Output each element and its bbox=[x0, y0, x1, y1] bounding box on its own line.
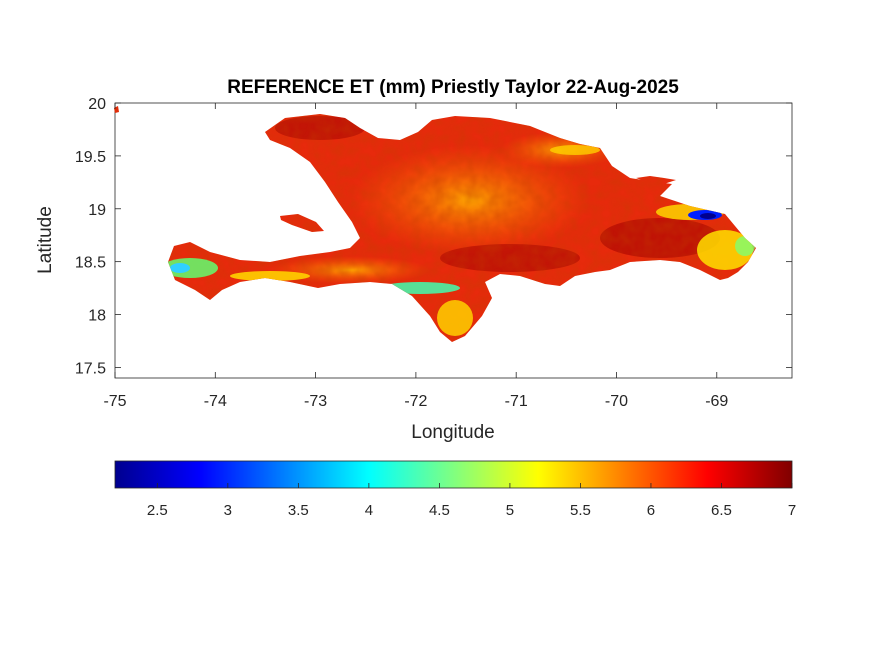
colorbar-tick-label: 7 bbox=[788, 502, 796, 519]
y-ticks: 17.5 18 18.5 19 19.5 20 bbox=[75, 96, 792, 377]
x-tick-label: -74 bbox=[204, 393, 227, 410]
x-tick-label: -72 bbox=[404, 393, 427, 410]
x-tick-label: -70 bbox=[605, 393, 628, 410]
x-tick-label: -69 bbox=[705, 393, 728, 410]
samana-dark-blue bbox=[700, 213, 716, 219]
chart-title: REFERENCE ET (mm) Priestly Taylor 22-Aug… bbox=[227, 77, 679, 98]
y-tick-label: 19 bbox=[88, 202, 106, 219]
x-ticks: -75 -74 -73 -72 -71 -70 -69 bbox=[103, 103, 728, 410]
y-axis-title: Latitude bbox=[35, 206, 56, 274]
colorbar-tick-label: 2.5 bbox=[147, 502, 168, 519]
sw-cyan-zone bbox=[170, 263, 190, 273]
colorbar-tick-label: 5.5 bbox=[570, 502, 591, 519]
colorbar-tick-label: 4 bbox=[365, 502, 373, 519]
colorbar-tick-label: 4.5 bbox=[429, 502, 450, 519]
x-tick-label: -71 bbox=[505, 393, 528, 410]
x-tick-label: -73 bbox=[304, 393, 327, 410]
colorbar-ticks: 2.5 3 3.5 4 4.5 5 5.5 6 6.5 7 bbox=[147, 483, 796, 519]
south-tip-yellow bbox=[437, 300, 473, 336]
y-tick-label: 20 bbox=[88, 96, 106, 113]
x-axis-title: Longitude bbox=[411, 422, 494, 443]
y-tick-label: 18.5 bbox=[75, 255, 106, 272]
colorbar-gradient bbox=[114, 460, 793, 489]
north-coast-yellow bbox=[550, 145, 600, 155]
colorbar-tick-label: 3 bbox=[224, 502, 232, 519]
colorbar-tick-label: 6 bbox=[647, 502, 655, 519]
colorbar-tick-label: 5 bbox=[506, 502, 514, 519]
sw-coast-cool bbox=[230, 271, 310, 281]
x-tick-label: -75 bbox=[103, 393, 126, 410]
colorbar: 2.5 3 3.5 4 4.5 5 5.5 6 6.5 7 bbox=[114, 460, 796, 519]
y-tick-label: 17.5 bbox=[75, 360, 106, 377]
y-tick-label: 18 bbox=[88, 308, 106, 325]
y-tick-label: 19.5 bbox=[75, 149, 106, 166]
colorbar-tick-label: 6.5 bbox=[711, 502, 732, 519]
colorbar-tick-label: 3.5 bbox=[288, 502, 309, 519]
